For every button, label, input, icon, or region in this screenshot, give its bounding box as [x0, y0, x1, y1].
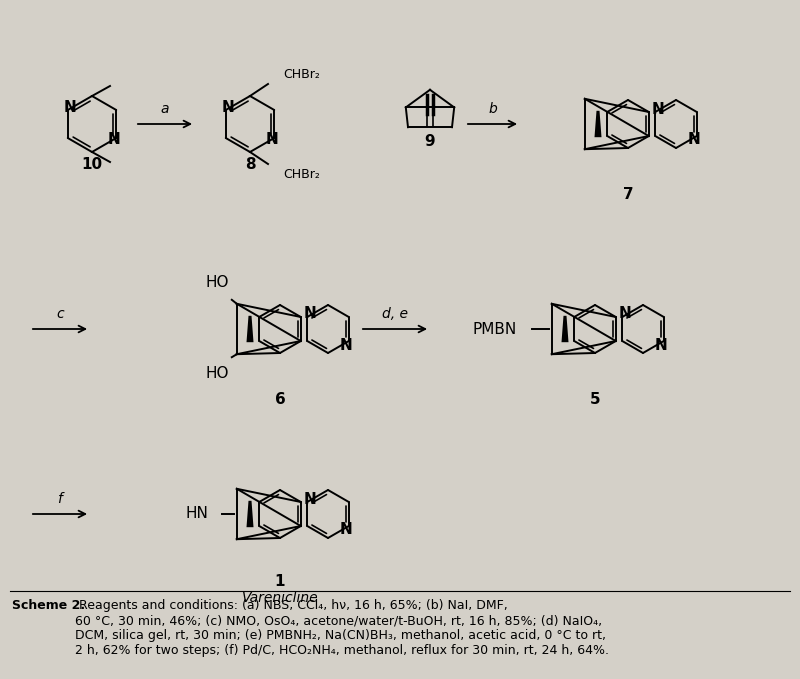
Text: N: N [619, 306, 631, 321]
Text: N: N [63, 100, 76, 115]
Text: N: N [304, 492, 317, 507]
Text: N: N [108, 132, 121, 147]
Text: HN: HN [186, 507, 209, 521]
Text: N: N [652, 101, 665, 117]
Text: N: N [266, 132, 278, 147]
Text: N: N [339, 523, 352, 538]
Text: c: c [56, 307, 64, 321]
Text: Reagents and conditions: (a) NBS, CCl₄, hν, 16 h, 65%; (b) NaI, DMF,
60 °C, 30 m: Reagents and conditions: (a) NBS, CCl₄, … [75, 599, 609, 657]
Text: CHBr₂: CHBr₂ [283, 67, 320, 81]
Text: 7: 7 [622, 187, 634, 202]
Text: Scheme 2.: Scheme 2. [12, 599, 85, 612]
Text: HO: HO [206, 366, 229, 381]
Text: N: N [339, 337, 352, 352]
Polygon shape [594, 111, 602, 137]
Text: f: f [58, 492, 62, 506]
Text: Varenicline: Varenicline [242, 591, 318, 605]
Text: N: N [222, 100, 234, 115]
Text: d, e: d, e [382, 307, 408, 321]
Text: 5: 5 [590, 392, 600, 407]
Text: 9: 9 [425, 134, 435, 149]
Text: N: N [654, 337, 667, 352]
Text: HO: HO [206, 275, 229, 290]
Text: a: a [161, 102, 170, 116]
Text: 10: 10 [82, 157, 102, 172]
Text: 6: 6 [274, 392, 286, 407]
Text: N: N [304, 306, 317, 321]
Polygon shape [246, 316, 254, 342]
Text: CHBr₂: CHBr₂ [283, 168, 320, 181]
Text: N: N [687, 132, 700, 147]
Polygon shape [562, 316, 569, 342]
Polygon shape [246, 501, 254, 527]
Text: 1: 1 [274, 574, 286, 589]
Text: PMBN: PMBN [473, 321, 517, 337]
Text: b: b [488, 102, 497, 116]
Text: 8: 8 [245, 157, 255, 172]
